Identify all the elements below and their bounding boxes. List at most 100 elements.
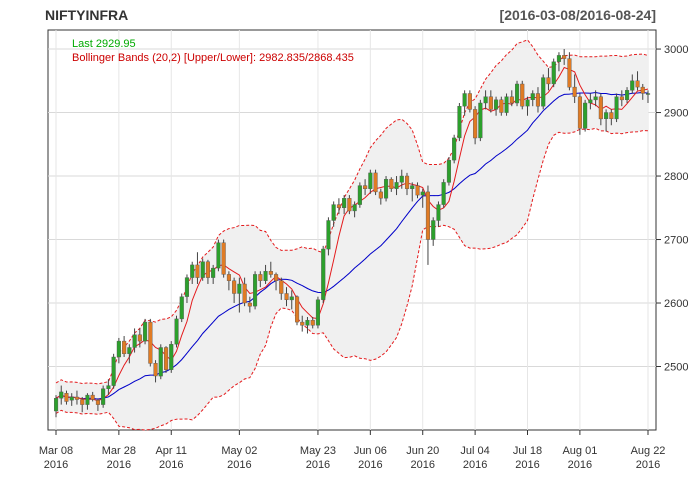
candle-body: [630, 80, 635, 91]
candle: [572, 74, 577, 104]
candle-body: [535, 93, 540, 107]
candle: [530, 90, 535, 107]
candle: [153, 360, 158, 383]
x-tick-label-year: 2016: [358, 459, 382, 471]
candle: [525, 96, 530, 116]
candle: [137, 328, 142, 348]
candle-body: [226, 274, 232, 281]
candle: [300, 315, 305, 332]
x-tick-label-year: 2016: [306, 459, 330, 471]
candle-body: [315, 299, 321, 326]
candle-body: [85, 394, 90, 405]
candle-body: [363, 185, 368, 190]
candle-body: [625, 90, 630, 101]
candle-body: [263, 271, 268, 281]
candle: [237, 277, 242, 313]
candle: [111, 353, 116, 389]
candle-body: [90, 394, 95, 400]
candle-body: [410, 185, 415, 190]
candle: [284, 287, 289, 307]
candle-body: [598, 96, 603, 120]
candle-body: [425, 191, 431, 240]
candle: [551, 58, 556, 88]
candle-body: [441, 182, 446, 205]
candle-body: [106, 385, 111, 390]
candle: [640, 83, 645, 100]
candles: [54, 49, 651, 418]
candle: [69, 393, 74, 406]
candle-body: [252, 274, 258, 307]
candle: [441, 179, 446, 208]
candle: [163, 346, 169, 373]
candle-body: [69, 396, 74, 401]
candle: [315, 296, 321, 329]
candle-body: [342, 198, 347, 209]
candle-body: [205, 261, 211, 278]
candle: [410, 182, 415, 202]
candle-body: [295, 296, 300, 323]
candle: [598, 93, 603, 126]
candle: [127, 344, 132, 364]
candle: [352, 201, 357, 218]
candle-body: [457, 105, 462, 139]
candle: [384, 176, 389, 202]
candle-body: [54, 398, 59, 412]
candle-body: [515, 83, 520, 104]
candle: [368, 169, 373, 194]
candle-body: [446, 159, 452, 183]
candle: [515, 80, 520, 107]
candle-body: [609, 112, 614, 120]
candle-body: [142, 321, 148, 342]
candle-body: [394, 182, 399, 189]
candle-body: [572, 86, 577, 97]
candle-body: [247, 302, 252, 307]
x-tick-label: Jul 18: [513, 445, 542, 457]
candle-body: [148, 321, 153, 364]
candle-body: [635, 80, 640, 88]
candle-body: [378, 191, 383, 199]
candle-body: [122, 340, 127, 355]
candle-body: [415, 185, 420, 196]
candle-body: [310, 320, 315, 326]
x-tick-label: Apr 11: [155, 445, 187, 457]
candle: [462, 90, 467, 116]
candle-body: [195, 264, 200, 278]
candle-body: [279, 280, 284, 294]
candle: [630, 74, 635, 94]
candle: [132, 328, 137, 353]
candle: [216, 239, 221, 272]
candle: [205, 259, 211, 284]
candle: [106, 379, 111, 396]
bollinger-bands: [55, 39, 649, 431]
candle-body: [111, 356, 116, 386]
candle-body: [640, 86, 645, 94]
candle: [179, 293, 184, 323]
candle-body: [331, 204, 336, 221]
y-tick-label: 2700: [664, 235, 688, 247]
candle: [446, 156, 452, 186]
candle-body: [588, 99, 593, 104]
candle-body: [619, 96, 624, 101]
band-fill: [56, 39, 648, 431]
candle: [274, 272, 279, 291]
candle: [541, 74, 546, 110]
candle-body: [101, 388, 106, 405]
chart-title: NIFTYINFRA: [45, 7, 128, 23]
candle-body: [74, 396, 79, 400]
candle: [258, 271, 263, 288]
candle-body: [452, 137, 457, 161]
candle-body: [258, 274, 263, 281]
candle-body: [530, 93, 535, 101]
candle: [577, 93, 582, 135]
candle-body: [284, 293, 289, 301]
candle: [436, 201, 441, 227]
candle-body: [368, 172, 373, 189]
candle-body: [179, 296, 184, 320]
candle-body: [593, 96, 598, 101]
candle: [331, 201, 336, 227]
x-tick-label: Jul 04: [460, 445, 489, 457]
candle: [174, 315, 179, 348]
candle: [342, 195, 347, 215]
candle-body: [399, 175, 404, 183]
